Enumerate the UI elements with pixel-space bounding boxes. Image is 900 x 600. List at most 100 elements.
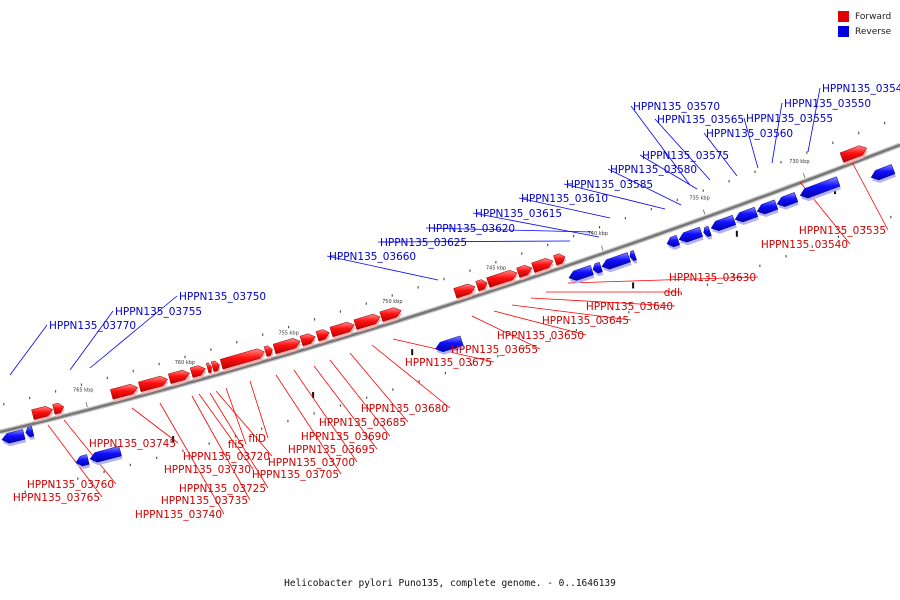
gene-body xyxy=(756,199,779,215)
leader-line xyxy=(209,392,269,489)
gene-label: HPPN135_03560 xyxy=(706,128,793,140)
gene-hppn135-03690-13[interactable] xyxy=(329,321,356,340)
track-dot xyxy=(858,131,860,135)
track-dot xyxy=(417,286,419,289)
gene-hppn135-03555-16[interactable] xyxy=(799,176,841,202)
track-marker xyxy=(312,391,315,398)
gene-hppn135-03570-13[interactable] xyxy=(734,206,759,225)
track-dot xyxy=(549,337,551,341)
gene-body xyxy=(89,445,122,463)
gene-hppn135-03615-7[interactable] xyxy=(601,252,632,273)
scale-tick-label: 745 kbp xyxy=(486,265,506,271)
gene-hppn135-03765-0[interactable] xyxy=(31,406,54,423)
leader-line xyxy=(293,369,358,463)
track-dot xyxy=(444,371,446,375)
gene-body xyxy=(475,279,488,292)
gene-hppn135-03625-5[interactable] xyxy=(568,264,595,284)
gene-label: HPPN135_03565 xyxy=(657,114,744,126)
track-dot xyxy=(3,403,5,406)
leader-line xyxy=(131,407,179,444)
leader-line xyxy=(530,297,676,307)
legend: Forward Reverse xyxy=(838,9,891,39)
gene-hppn135-03620-6[interactable] xyxy=(592,261,604,277)
gene-body xyxy=(52,402,65,415)
gene-flis-9[interactable] xyxy=(263,345,274,360)
scale-tick-label: 735 kbp xyxy=(689,195,709,201)
leader-line xyxy=(215,390,273,457)
gene-hppn135-03750-3[interactable] xyxy=(89,445,123,466)
gene-label: HPPN135_03690 xyxy=(301,431,388,443)
track-dot xyxy=(650,207,652,211)
gene-body xyxy=(799,176,841,199)
gene-label: HPPN135_03575 xyxy=(642,150,729,162)
gene-hppn135-03745-3[interactable] xyxy=(138,375,169,395)
gene-body xyxy=(210,360,220,372)
leader-line xyxy=(563,183,666,210)
gene-hppn135-03630-21[interactable] xyxy=(553,253,567,269)
gene-hppn135-03560-15[interactable] xyxy=(776,192,799,210)
track-dot xyxy=(156,456,158,460)
gene-hppn135-03770-0[interactable] xyxy=(1,429,27,447)
gene-body xyxy=(435,335,464,353)
gene-hppn135-03730-6[interactable] xyxy=(205,362,213,376)
gene-label: HPPN135_03720 xyxy=(183,451,270,463)
leader-line xyxy=(9,324,48,376)
gene-hppn135-03565-14[interactable] xyxy=(756,199,779,217)
gene-hppn135-03575-12[interactable] xyxy=(710,214,737,234)
legend-item-forward: Forward xyxy=(838,9,891,24)
track-dot xyxy=(287,419,289,423)
track-dot xyxy=(890,215,892,219)
gene-label: HPPN135_03700 xyxy=(268,457,355,469)
gene-flid-8[interactable] xyxy=(219,348,266,373)
gene-hppn135-03640-19[interactable] xyxy=(516,265,534,281)
gene-hppn135-03700-11[interactable] xyxy=(299,333,317,349)
gene-body xyxy=(329,321,355,338)
gene-hppn135-03540-22[interactable] xyxy=(839,145,868,166)
gene-hppn135-03755-2[interactable] xyxy=(75,454,91,469)
gene-hppn135-03745-2[interactable] xyxy=(110,383,139,403)
gene-hppn135-03610-8[interactable] xyxy=(629,250,638,264)
gene-label: HPPN135_03550 xyxy=(784,98,871,110)
track-dot xyxy=(288,325,290,329)
track-dot xyxy=(158,362,160,366)
gene-label: HPPN135_03750 xyxy=(179,291,266,303)
gene-hppn135-03650-17[interactable] xyxy=(475,279,489,294)
gene-hppn135-03770-1[interactable] xyxy=(25,425,35,440)
gene-hppn135-03680-15[interactable] xyxy=(379,307,403,325)
gene-label: HPPN135_03640 xyxy=(586,301,673,313)
gene-hppn135-03725-7[interactable] xyxy=(210,360,221,375)
leader-line xyxy=(771,102,783,164)
leader-line xyxy=(377,240,571,243)
gene-hppn135-03685-14[interactable] xyxy=(353,313,382,333)
gene-body xyxy=(315,329,330,342)
gene-hppn135-03760-1[interactable] xyxy=(52,402,65,418)
gene-hppn135-03585-10[interactable] xyxy=(678,226,704,246)
track-dot xyxy=(418,380,420,383)
leader-line xyxy=(313,365,378,450)
gene-label: HPPN135_03535 xyxy=(799,225,886,237)
gene-hppn135-03705-10[interactable] xyxy=(272,338,302,357)
gene-hppn135-03695-12[interactable] xyxy=(315,329,331,345)
gene-hppn135-03645-18[interactable] xyxy=(486,270,519,291)
gene-ddl-20[interactable] xyxy=(531,258,555,276)
gene-label: HPPN135_03660 xyxy=(329,251,416,263)
leader-line xyxy=(47,424,103,498)
gene-label: HPPN135_03625 xyxy=(380,237,467,249)
track-dot xyxy=(832,141,834,145)
gene-body xyxy=(870,164,896,181)
gene-body xyxy=(666,234,681,248)
gene-hppn135-03740-4[interactable] xyxy=(167,369,191,387)
gene-hppn135-03580-11[interactable] xyxy=(703,225,713,240)
track-dot xyxy=(602,320,604,323)
gene-hppn135-03655-16[interactable] xyxy=(453,283,477,302)
track-dot xyxy=(547,243,549,247)
scale-tick-label: 760 kbp xyxy=(175,360,195,366)
gene-hppn135-03545-17[interactable] xyxy=(870,164,896,183)
gene-hppn135-03660-4[interactable] xyxy=(435,335,465,355)
track-dot xyxy=(103,470,105,474)
gene-hppn135-03735-5[interactable] xyxy=(189,365,207,381)
gene-body xyxy=(353,313,381,330)
gene-hppn135-03610-9[interactable] xyxy=(666,234,681,250)
gene-label: HPPN135_03540 xyxy=(761,239,848,251)
leader-line xyxy=(851,161,889,231)
